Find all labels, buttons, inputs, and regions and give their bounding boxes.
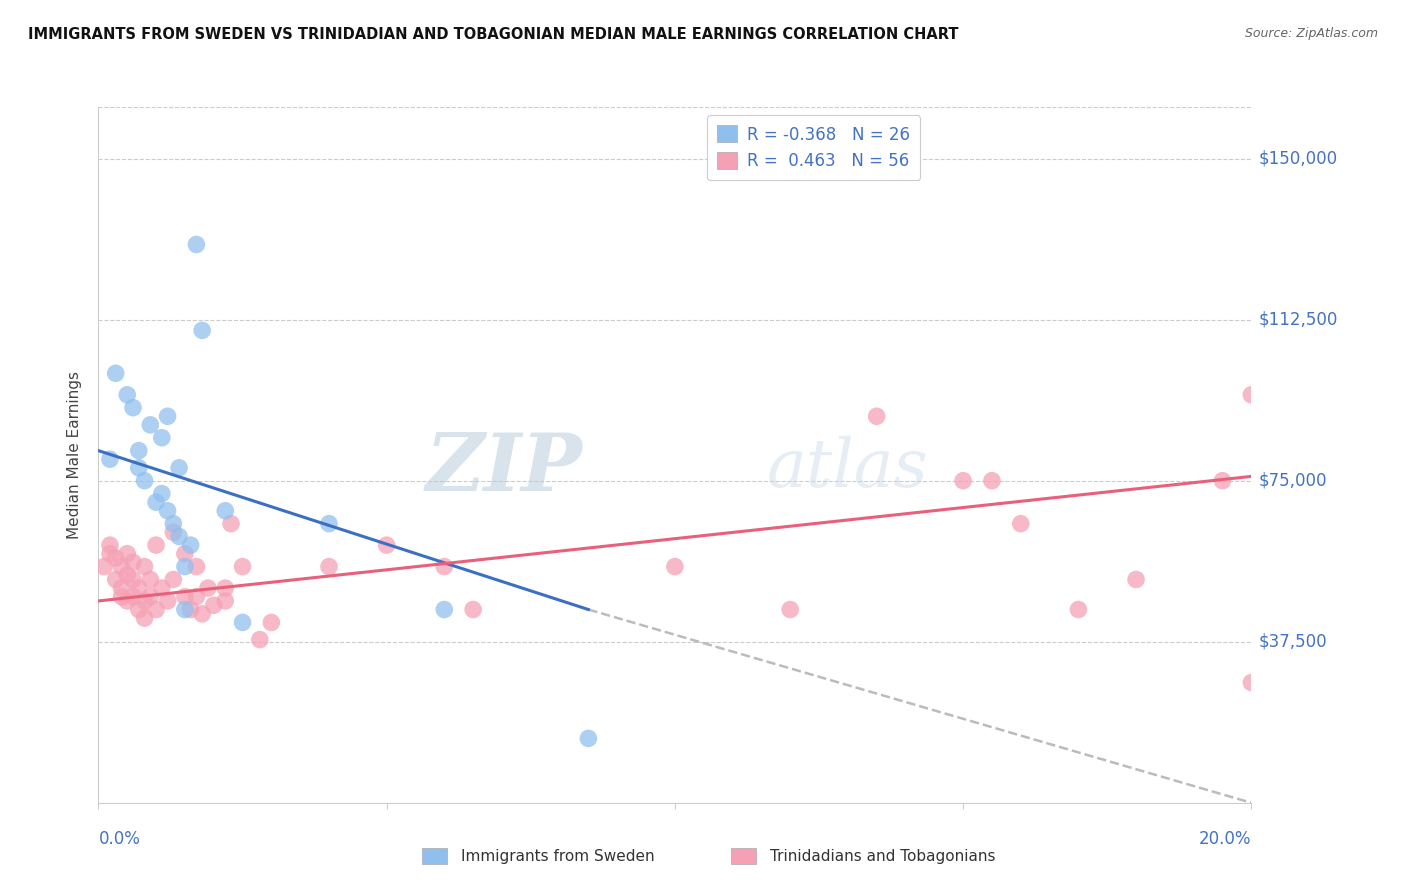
Point bbox=[110, 590, 132, 604]
Point bbox=[191, 323, 214, 337]
Point bbox=[128, 443, 150, 458]
Point bbox=[952, 474, 974, 488]
Point bbox=[779, 602, 801, 616]
Point bbox=[174, 547, 197, 561]
Point bbox=[145, 538, 167, 552]
Point bbox=[174, 590, 197, 604]
Point bbox=[191, 607, 214, 621]
Point bbox=[134, 594, 156, 608]
Point bbox=[167, 529, 190, 543]
Point bbox=[231, 559, 254, 574]
Point bbox=[139, 417, 162, 432]
Text: 20.0%: 20.0% bbox=[1199, 830, 1251, 847]
Text: Source: ZipAtlas.com: Source: ZipAtlas.com bbox=[1244, 27, 1378, 40]
Point bbox=[134, 474, 156, 488]
Point bbox=[231, 615, 254, 630]
Point bbox=[318, 559, 340, 574]
Point bbox=[186, 590, 208, 604]
Point bbox=[139, 573, 162, 587]
Point bbox=[122, 590, 145, 604]
Point bbox=[318, 516, 340, 531]
Point bbox=[134, 559, 156, 574]
Point bbox=[202, 599, 225, 613]
Point bbox=[117, 594, 138, 608]
Point bbox=[117, 388, 138, 402]
Point bbox=[433, 602, 456, 616]
Point bbox=[214, 504, 236, 518]
Point bbox=[128, 581, 150, 595]
Point bbox=[433, 559, 456, 574]
Point bbox=[1010, 516, 1032, 531]
Text: $75,000: $75,000 bbox=[1258, 472, 1327, 490]
Text: $112,500: $112,500 bbox=[1258, 310, 1337, 328]
Point bbox=[145, 602, 167, 616]
Point bbox=[1125, 573, 1147, 587]
Point bbox=[186, 559, 208, 574]
Point bbox=[117, 547, 138, 561]
Y-axis label: Median Male Earnings: Median Male Earnings bbox=[67, 371, 83, 539]
Point bbox=[134, 611, 156, 625]
Point bbox=[150, 486, 173, 500]
Point bbox=[110, 581, 132, 595]
Point bbox=[260, 615, 283, 630]
Point bbox=[104, 573, 127, 587]
Point bbox=[162, 516, 184, 531]
Point bbox=[139, 590, 162, 604]
Point bbox=[156, 594, 179, 608]
Point bbox=[664, 559, 686, 574]
Point bbox=[1067, 602, 1090, 616]
Point bbox=[145, 495, 167, 509]
Point bbox=[162, 525, 184, 540]
Point bbox=[180, 602, 202, 616]
Point bbox=[117, 568, 138, 582]
Point bbox=[110, 559, 132, 574]
Point bbox=[104, 551, 127, 566]
Point bbox=[866, 409, 889, 424]
Text: 0.0%: 0.0% bbox=[98, 830, 141, 847]
Text: IMMIGRANTS FROM SWEDEN VS TRINIDADIAN AND TOBAGONIAN MEDIAN MALE EARNINGS CORREL: IMMIGRANTS FROM SWEDEN VS TRINIDADIAN AN… bbox=[28, 27, 959, 42]
Point bbox=[162, 573, 184, 587]
Point bbox=[214, 594, 236, 608]
Point bbox=[98, 547, 121, 561]
Point bbox=[1240, 675, 1263, 690]
Point bbox=[180, 538, 202, 552]
Point bbox=[128, 602, 150, 616]
Point bbox=[219, 516, 242, 531]
Point bbox=[1212, 474, 1234, 488]
Text: Immigrants from Sweden: Immigrants from Sweden bbox=[461, 849, 655, 863]
Text: $37,500: $37,500 bbox=[1258, 632, 1327, 651]
Point bbox=[167, 460, 190, 475]
Point bbox=[128, 460, 150, 475]
Point bbox=[98, 538, 121, 552]
Point bbox=[375, 538, 398, 552]
Point bbox=[197, 581, 219, 595]
Text: ZIP: ZIP bbox=[426, 430, 582, 508]
Text: $150,000: $150,000 bbox=[1258, 150, 1337, 168]
Point bbox=[104, 367, 127, 381]
Text: atlas: atlas bbox=[768, 436, 929, 501]
Point bbox=[174, 602, 197, 616]
Point bbox=[93, 559, 115, 574]
Point bbox=[122, 555, 145, 569]
Point bbox=[186, 237, 208, 252]
Point bbox=[249, 632, 271, 647]
Point bbox=[578, 731, 600, 746]
Point bbox=[122, 401, 145, 415]
Point bbox=[150, 581, 173, 595]
Point bbox=[214, 581, 236, 595]
Text: Trinidadians and Tobagonians: Trinidadians and Tobagonians bbox=[770, 849, 995, 863]
Point bbox=[156, 409, 179, 424]
Legend: R = -0.368   N = 26, R =  0.463   N = 56: R = -0.368 N = 26, R = 0.463 N = 56 bbox=[707, 115, 920, 180]
Point bbox=[981, 474, 1004, 488]
Point bbox=[1240, 388, 1263, 402]
Point bbox=[461, 602, 484, 616]
Point bbox=[156, 504, 179, 518]
Point bbox=[122, 573, 145, 587]
Point bbox=[150, 431, 173, 445]
Point bbox=[174, 559, 197, 574]
Point bbox=[98, 452, 121, 467]
